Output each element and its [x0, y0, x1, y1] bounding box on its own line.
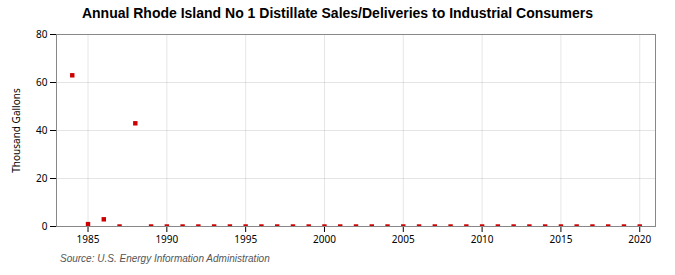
svg-text:20: 20: [36, 171, 48, 185]
svg-text:80: 80: [36, 27, 48, 41]
svg-text:2005: 2005: [392, 232, 415, 246]
svg-text:60: 60: [36, 75, 48, 89]
svg-text:2000: 2000: [313, 232, 336, 246]
html-text:Annual Rhode Island No 1 Disti: Annual Rhode Island No 1 Distillate Sale…: [81, 5, 594, 21]
svg-text:1990: 1990: [155, 232, 178, 246]
svg-text:2010: 2010: [471, 232, 494, 246]
svg-text:2020: 2020: [628, 232, 651, 246]
svg-text:1995: 1995: [234, 232, 257, 246]
svg-text:2015: 2015: [549, 232, 572, 246]
svg-text:0: 0: [42, 219, 48, 233]
html-text:Source: U.S. Energy Informatio: Source: U.S. Energy Information Administ…: [60, 253, 270, 264]
svg-text:1985: 1985: [77, 232, 100, 246]
svg-text:40: 40: [36, 123, 48, 137]
svg-text:Thousand Gallons: Thousand Gallons: [9, 88, 23, 173]
